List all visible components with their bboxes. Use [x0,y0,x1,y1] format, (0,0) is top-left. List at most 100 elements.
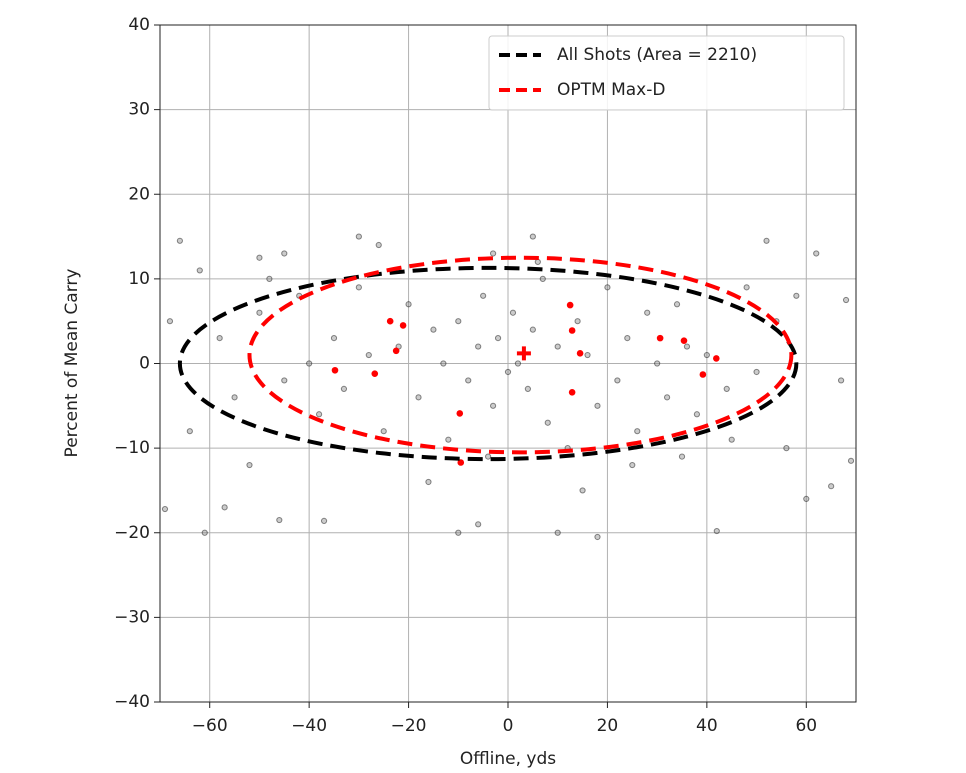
shot-point [644,309,651,316]
shot-point [320,517,328,525]
shot-point [494,335,502,342]
shot-point [231,394,238,401]
x-tick-label: 0 [503,716,514,736]
optm-point [576,350,584,357]
shot-point [504,368,512,376]
shot-point [753,368,760,376]
shot-point [529,326,536,333]
optm-point [371,370,379,377]
shot-point [355,284,362,291]
plot-area [161,233,855,541]
legend-label: OPTM Max-D [557,80,665,100]
shot-point [281,377,288,384]
shot-point [524,385,531,392]
shot-point [330,335,338,342]
shot-point [614,377,621,384]
optm-point [566,301,574,309]
shot-point [813,250,820,257]
shot-point [196,267,203,274]
x-tick-label: −20 [391,716,427,736]
optm-point [386,317,394,325]
shot-point [256,254,263,261]
x-axis-label: Offline, yds [460,749,556,769]
optm-point [568,327,576,334]
shot-point [430,326,437,333]
shot-point [663,394,671,401]
shot-point [594,402,601,409]
y-tick-label: −20 [114,523,150,543]
shot-point [847,457,855,464]
optm-point [457,459,465,466]
shot-point [440,360,447,367]
shot-point [793,292,800,299]
x-tick-label: 20 [597,716,619,736]
shot-point [306,360,313,367]
shot-point [276,516,283,524]
shot-point [380,428,387,435]
shot-point [355,233,362,240]
y-tick-label: 40 [128,15,150,35]
shot-point [574,318,581,325]
shot-point [455,318,462,325]
y-tick-label: 10 [128,269,150,289]
shot-point [489,250,497,257]
shot-point [539,275,546,282]
shot-point [176,237,183,244]
x-tick-label: −40 [291,716,327,736]
shot-point [584,351,591,359]
shot-point [161,505,169,513]
shot-point [455,529,462,536]
shot-point [201,529,208,536]
shot-point [629,461,636,469]
optm-point [656,334,664,342]
shot-point [673,301,681,308]
ellipse [247,255,794,455]
x-tick-label: 60 [795,716,817,736]
shot-point [266,275,273,282]
y-tick-label: −30 [114,607,150,627]
shot-point [216,335,223,342]
shot-point [485,453,492,460]
shot-point [594,533,601,541]
shot-point [728,436,735,443]
shot-point [509,309,517,316]
shot-point [683,343,691,350]
y-axis-label: Percent of Mean Carry [62,269,82,458]
shot-point [743,284,750,291]
shot-point [634,428,641,435]
shot-point [475,343,482,350]
shot-point [221,504,228,511]
shot-point [514,360,522,367]
shot-point [480,292,487,299]
shot-point [624,335,631,342]
shot-point [544,419,551,426]
shot-point [405,301,412,308]
shot-point [425,478,432,486]
shot-point [604,284,611,291]
shot-point [703,351,710,359]
legend-box [488,35,845,111]
shot-point [256,309,263,316]
shot-point [678,453,686,460]
shot-point [763,237,770,244]
shot-point [554,529,561,536]
shot-point [365,351,372,359]
ellipse [177,265,799,462]
shot-point [186,428,193,435]
optm-point [680,337,688,344]
y-tick-label: −10 [114,438,150,458]
shot-point [445,436,452,443]
shot-point [529,233,536,240]
optm-point [713,355,720,362]
x-tick-label: 40 [696,716,718,736]
shot-point [340,385,348,392]
shot-point [315,411,323,418]
shot-point [281,250,288,257]
shot-point [554,343,561,350]
legend-label: All Shots (Area = 2210) [557,45,757,65]
shot-point [166,318,174,325]
shot-point [475,521,482,528]
optm-point [331,366,339,374]
shot-point [842,296,850,304]
